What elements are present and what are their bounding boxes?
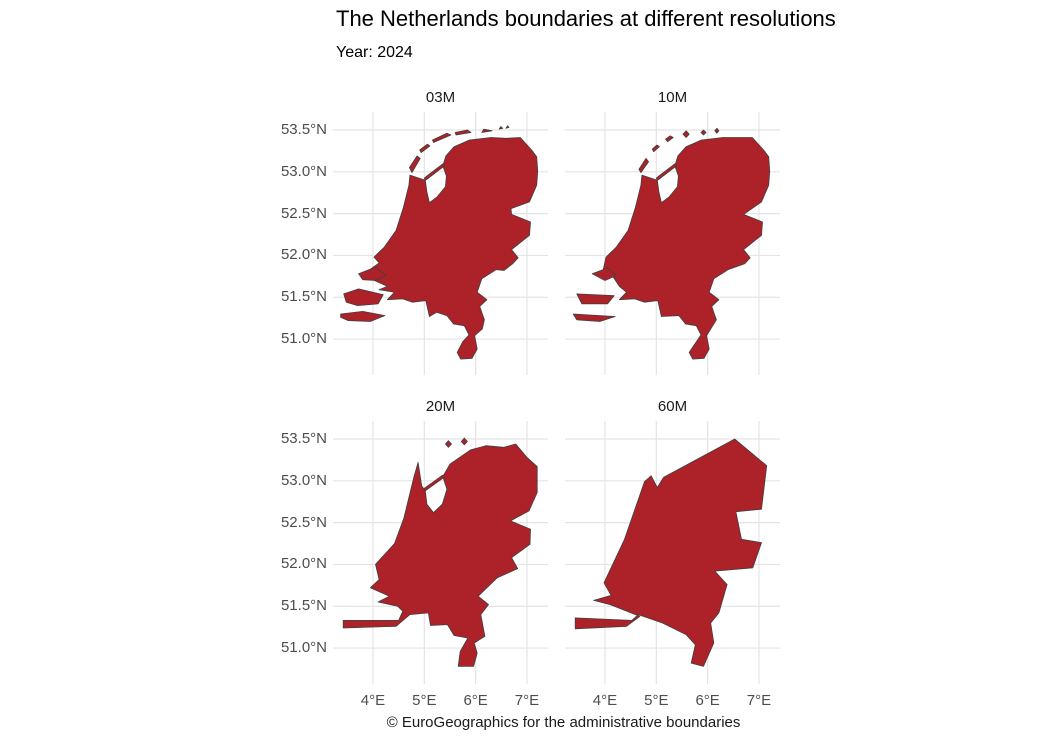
country-boundary-polygon: [358, 266, 387, 281]
country-boundary-polygon: [505, 125, 510, 129]
country-boundary-polygon: [651, 144, 660, 153]
facet-strip-20m: 20M: [425, 398, 456, 415]
country-boundary-polygon: [572, 313, 616, 322]
y-axis-tick-label: 53.5°N: [280, 429, 327, 447]
map-panel-60m: [565, 421, 780, 684]
country-boundary-polygon: [445, 440, 452, 448]
x-axis-tick-label: 7°E: [746, 692, 772, 709]
country-boundary-polygon: [638, 158, 649, 173]
country-boundary-polygon: [370, 137, 539, 360]
country-boundary-polygon: [342, 443, 538, 667]
country-boundary-polygon: [574, 438, 768, 667]
facet-strip-60m: 60M: [657, 398, 688, 415]
country-boundary-polygon: [432, 132, 452, 143]
country-boundary-polygon: [682, 130, 690, 138]
y-axis-tick-label: 51.5°N: [280, 288, 327, 306]
country-boundary-polygon: [340, 310, 386, 322]
country-boundary-polygon: [714, 127, 720, 134]
x-axis-tick-label: 4°E: [360, 692, 386, 709]
x-axis-tick-label: 4°E: [592, 692, 618, 709]
country-boundary-polygon: [481, 128, 493, 133]
y-axis-tick-label: 51.0°N: [280, 639, 327, 657]
y-axis-tick-label: 52.0°N: [280, 246, 327, 264]
country-boundary-polygon: [419, 143, 431, 153]
plot-subtitle: Year: 2024: [336, 44, 413, 61]
x-axis-tick-label: 5°E: [412, 692, 437, 709]
country-boundary-polygon: [665, 135, 674, 143]
country-boundary-polygon: [603, 137, 771, 360]
x-axis-tick-label: 5°E: [644, 692, 669, 709]
country-boundary-polygon: [409, 155, 421, 173]
x-axis-tick-label: 6°E: [463, 692, 488, 709]
country-boundary-polygon: [700, 129, 707, 136]
y-axis-tick-label: 52.5°N: [280, 204, 327, 222]
y-axis-tick-label: 52.5°N: [280, 513, 327, 531]
country-boundary-polygon: [498, 126, 504, 130]
plot-caption: © EuroGeographics for the administrative…: [386, 714, 741, 731]
country-boundary-polygon: [591, 267, 617, 281]
country-boundary-polygon: [343, 288, 384, 307]
dike-line: [424, 475, 444, 491]
y-axis-tick-label: 51.5°N: [280, 597, 327, 615]
plot-title: The Netherlands boundaries at different …: [336, 6, 836, 31]
map-panel-20m: [333, 421, 548, 684]
y-axis-tick-label: 53.0°N: [280, 471, 327, 489]
y-axis-tick-label: 51.0°N: [280, 330, 327, 348]
country-boundary-polygon: [460, 437, 468, 446]
dike-line: [656, 164, 677, 180]
map-panel-10m: [565, 112, 780, 375]
country-boundary-polygon: [576, 293, 615, 305]
country-boundary-polygon: [454, 129, 472, 136]
x-axis-tick-label: 7°E: [514, 692, 540, 709]
dike-line: [424, 164, 445, 180]
facet-strip-03m: 03M: [425, 89, 456, 106]
y-axis-tick-label: 53.0°N: [280, 162, 327, 180]
map-panel-03m: [333, 112, 548, 375]
y-axis-tick-label: 53.5°N: [280, 120, 327, 138]
x-axis-tick-label: 6°E: [695, 692, 720, 709]
y-axis-tick-label: 52.0°N: [280, 555, 327, 573]
facet-strip-10m: 10M: [657, 89, 688, 106]
